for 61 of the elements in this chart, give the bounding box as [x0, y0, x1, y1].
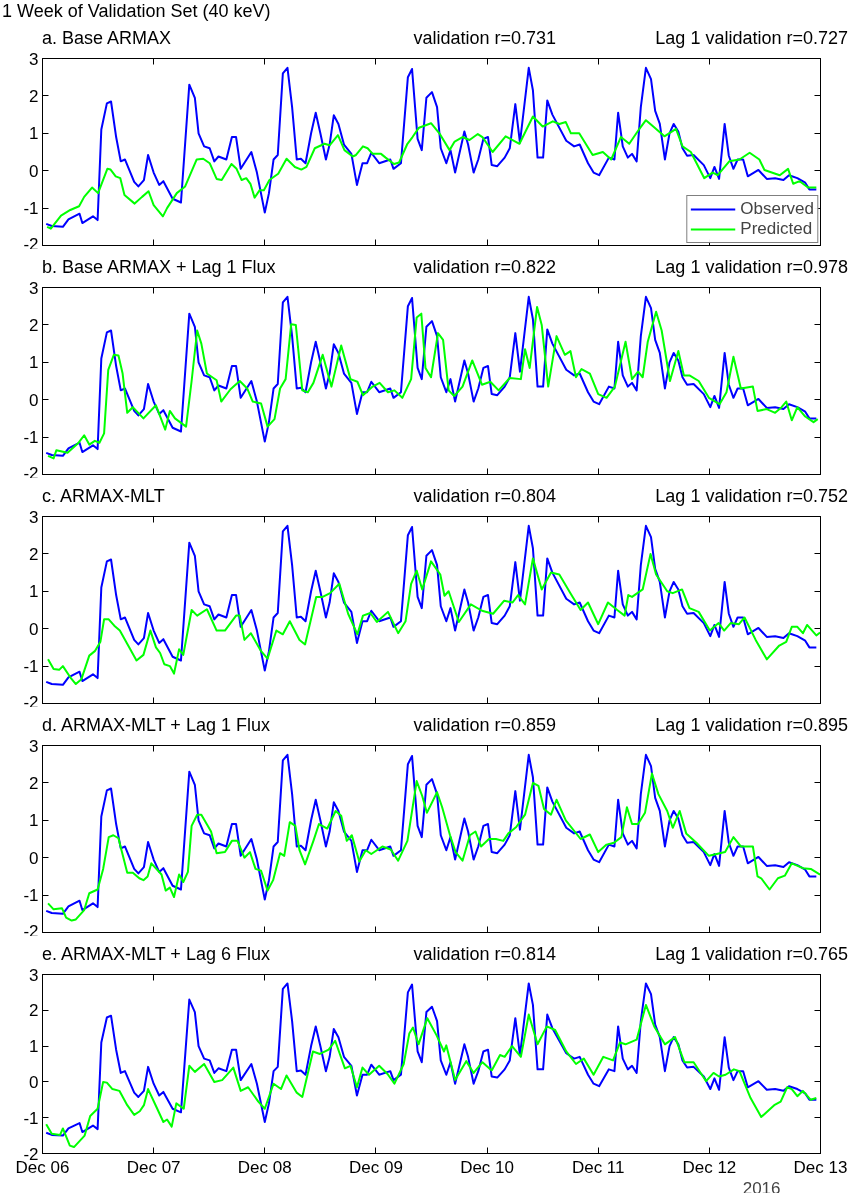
y-tick-label: 2 [29, 544, 39, 564]
x-tick-label: Dec 12 [682, 1157, 737, 1177]
text: validation r=0.822 [413, 256, 556, 278]
x-tick-label: Dec 07 [126, 1157, 181, 1177]
text: Lag 1 validation r=0.978 [655, 256, 848, 278]
y-tick-label: -2 [23, 921, 39, 941]
chart-title: b. Base ARMAX + Lag 1 Flux [42, 256, 276, 278]
x-tick-label: Dec 10 [460, 1157, 515, 1177]
y-tick-label: -1 [23, 199, 39, 219]
text: Lag 1 validation r=0.765 [655, 943, 848, 965]
y-tick-label: 0 [29, 161, 39, 181]
y-tick-label: 1 [29, 353, 39, 373]
y-tick-label: 0 [29, 390, 39, 410]
text: validation r=0.814 [413, 943, 556, 965]
y-tick-label: 0 [29, 1072, 39, 1092]
x-axis-title: 2016 [742, 1178, 781, 1198]
y-tick-label: -1 [23, 886, 39, 906]
line-series [45, 982, 818, 1137]
y-tick-label: 1 [29, 582, 39, 602]
y-tick-label: 2 [29, 315, 39, 335]
y-tick-label: 3 [29, 507, 39, 527]
y-tick-label: 2 [29, 86, 39, 106]
y-tick-label: -2 [23, 463, 39, 483]
y-tick-label: -2 [23, 692, 39, 712]
chart-title: d. ARMAX-MLT + Lag 1 Flux [42, 714, 270, 736]
y-tick-label: -1 [23, 428, 39, 448]
chart-title: e. ARMAX-MLT + Lag 6 Flux [42, 943, 270, 965]
line-series [47, 772, 821, 922]
line-series [45, 1003, 818, 1149]
line-series [47, 552, 821, 686]
y-tick-label: 3 [29, 736, 39, 756]
y-tick-label: -2 [23, 234, 39, 254]
text: Lag 1 validation r=0.727 [655, 27, 848, 49]
y-tick-label: 2 [29, 1001, 39, 1021]
text: Lag 1 validation r=0.895 [655, 714, 848, 736]
y-tick-label: 3 [29, 278, 39, 298]
x-tick-label: Dec 13 [793, 1157, 848, 1177]
legend-label: Predicted [740, 219, 813, 239]
text: Lag 1 validation r=0.752 [655, 485, 848, 507]
chart-title: 1 Week of Validation Set (40 keV) [2, 0, 271, 22]
line-series [45, 524, 818, 686]
y-tick-label: 0 [29, 848, 39, 868]
y-tick-label: 3 [29, 49, 39, 69]
y-tick-label: 1 [29, 811, 39, 831]
y-tick-label: -1 [23, 657, 39, 677]
chart-subtitle: a. Base ARMAX [42, 27, 172, 49]
y-tick-label: 1 [29, 124, 39, 144]
text: validation r=0.804 [413, 485, 556, 507]
legend-label: Observed [740, 199, 814, 219]
text: validation r=0.731 [413, 27, 556, 49]
line-series [45, 753, 818, 915]
chart-title: c. ARMAX-MLT [42, 485, 165, 507]
x-tick-label: Dec 08 [237, 1157, 292, 1177]
x-tick-label: Dec 09 [349, 1157, 403, 1177]
x-tick-label: Dec 11 [571, 1157, 625, 1177]
y-tick-label: 2 [29, 773, 39, 793]
y-tick-label: -1 [23, 1108, 39, 1128]
y-tick-label: 1 [29, 1037, 39, 1057]
y-tick-label: 3 [29, 965, 39, 985]
y-tick-label: 0 [29, 619, 39, 639]
text: validation r=0.859 [413, 714, 556, 736]
